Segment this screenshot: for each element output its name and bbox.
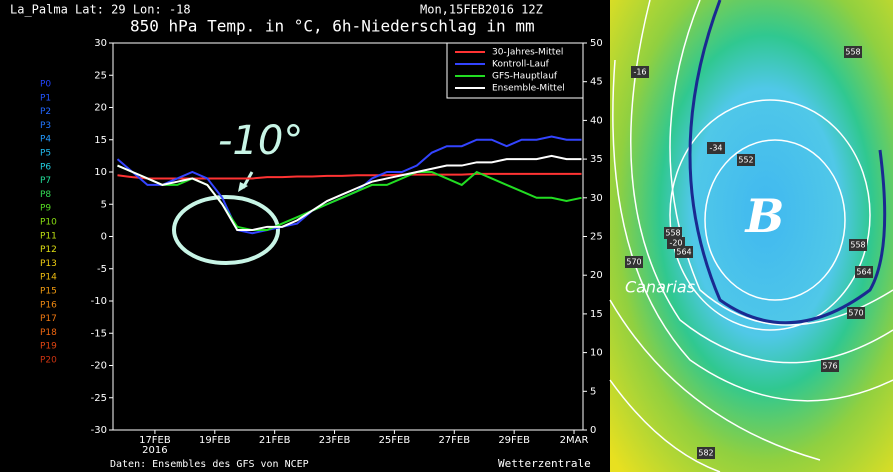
map-label: -34: [709, 144, 722, 153]
x-tick-label: 23FEB: [319, 435, 351, 446]
map-contours: [609, 0, 893, 472]
map-label: 558: [845, 48, 860, 57]
y-tick-label: 30: [94, 38, 107, 49]
member-label: P16: [40, 300, 57, 310]
map-label-box: [737, 154, 755, 166]
map-label-box: [844, 46, 862, 58]
y-tick-label: -30: [91, 425, 107, 436]
source: Daten: Ensembles des GFS von NCEP: [110, 459, 309, 470]
y-tick-label: -15: [91, 328, 107, 339]
member-label: P14: [40, 273, 57, 283]
x-tick-label: 21FEB: [259, 435, 291, 446]
x-tick-label: 25FEB: [379, 435, 411, 446]
member-label: P3: [40, 121, 51, 131]
member-label: P20: [40, 356, 57, 366]
arrow-head: [238, 182, 248, 192]
y2-tick-label: 0: [590, 425, 596, 436]
map-label: 552: [738, 156, 753, 165]
y2-tick-label: 25: [590, 232, 603, 243]
brand: Wetterzentrale: [498, 457, 591, 470]
member-label: P6: [40, 162, 51, 172]
x-tick-label: 2MAR: [560, 435, 589, 446]
map-label: 570: [848, 309, 863, 318]
legend-label: Ensemble-Mittel: [492, 84, 565, 94]
place-name: Canarias: [625, 278, 695, 297]
member-label: P13: [40, 259, 57, 269]
y2-tick-label: 5: [590, 386, 596, 397]
legend-label: 30-Jahres-Mittel: [492, 48, 563, 58]
map-label-box: [631, 66, 649, 78]
member-label: P2: [40, 107, 51, 117]
y2-tick-label: 30: [590, 193, 603, 204]
map-label: -16: [633, 68, 646, 77]
y2-tick-label: 50: [590, 38, 603, 49]
map-label-box: [847, 307, 865, 319]
map-label: 570: [626, 258, 641, 267]
y-tick-label: -20: [91, 361, 107, 372]
map-label-box: [664, 227, 682, 239]
map: [610, 0, 893, 472]
map-label-box: [675, 246, 693, 258]
run-time: Mon,15FEB2016 12Z: [420, 3, 543, 17]
y-tick-label: 0: [101, 232, 107, 243]
map-label: 564: [676, 248, 691, 257]
member-label: P5: [40, 149, 51, 159]
y2-tick-label: 10: [590, 348, 603, 359]
chart-title: 850 hPa Temp. in °C, 6h-Niederschlag in …: [130, 17, 535, 36]
map-label: 576: [822, 362, 837, 371]
y2-tick-label: 45: [590, 77, 603, 88]
map-front: [688, 0, 887, 325]
highlight-ellipse: [172, 195, 280, 265]
location: La_Palma Lat: 29 Lon: -18: [10, 3, 191, 17]
map-label-box: [821, 360, 839, 372]
x-tick-label: 17FEB: [139, 435, 171, 446]
map-label: -20: [669, 239, 682, 248]
y-tick-label: -25: [91, 393, 107, 404]
member-label: P10: [40, 218, 57, 228]
map-label: 558: [665, 229, 680, 238]
y-tick-label: 20: [94, 103, 107, 114]
y2-tick-label: 15: [590, 309, 603, 320]
map-label: 564: [856, 268, 871, 277]
map-label: 582: [698, 449, 713, 458]
x-tick-label: 19FEB: [199, 435, 231, 446]
x-tick-label: 27FEB: [438, 435, 470, 446]
member-label: P19: [40, 342, 57, 352]
map-label-box: [849, 239, 867, 251]
member-label: P7: [40, 176, 51, 186]
member-label: P8: [40, 190, 51, 200]
y-tick-label: -10: [91, 296, 107, 307]
y2-tick-label: 35: [590, 154, 603, 165]
member-label: P12: [40, 245, 57, 255]
year-label: 2016: [142, 445, 167, 456]
pressure-low: B: [744, 189, 785, 243]
y-tick-label: 5: [101, 199, 107, 210]
y2-tick-label: 40: [590, 115, 603, 126]
member-label: P15: [40, 287, 57, 297]
y-tick-label: 25: [94, 70, 107, 81]
y2-tick-label: 20: [590, 270, 603, 281]
map-label-box: [855, 266, 873, 278]
member-label: P0: [40, 80, 51, 90]
member-label: P18: [40, 328, 57, 338]
member-label: P4: [40, 135, 51, 145]
map-label-box: [707, 142, 725, 154]
annotation: -10°: [218, 118, 303, 164]
member-label: P9: [40, 204, 51, 214]
y-tick-label: 15: [94, 135, 107, 146]
map-label-box: [697, 447, 715, 459]
member-label: P11: [40, 231, 57, 241]
legend-label: GFS-Hauptlauf: [492, 72, 558, 82]
map-label: 558: [850, 241, 865, 250]
x-tick-label: 29FEB: [498, 435, 530, 446]
y-tick-label: -5: [97, 264, 107, 275]
legend-label: Kontroll-Lauf: [492, 60, 550, 70]
series-line: [117, 154, 582, 232]
member-label: P1: [40, 93, 51, 103]
member-label: P17: [40, 314, 57, 324]
map-label-box: [625, 256, 643, 268]
y-tick-label: 10: [94, 167, 107, 178]
